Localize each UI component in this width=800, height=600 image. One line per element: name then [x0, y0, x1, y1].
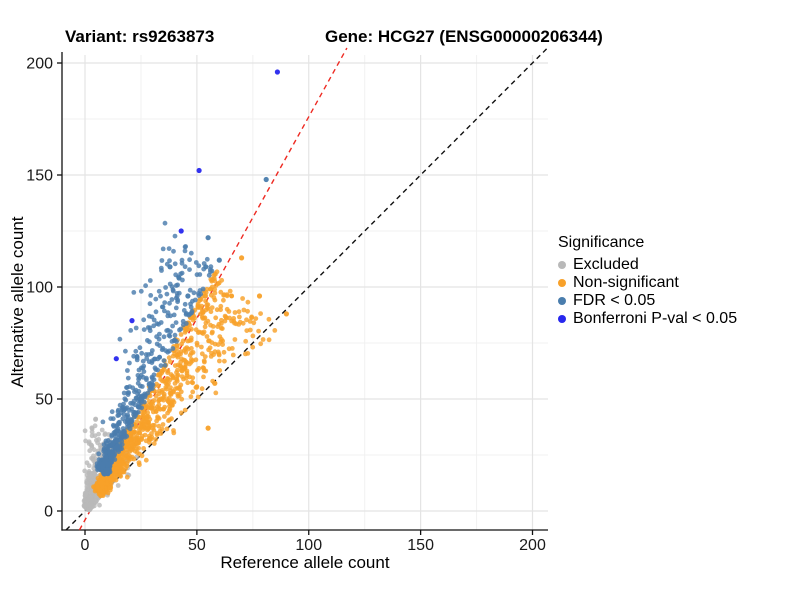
y-tick-label-3: 150 [26, 168, 53, 185]
legend-label-fdr-0-05: FDR < 0.05 [573, 292, 656, 309]
ref-line-0 [65, 47, 548, 531]
y-tick-label-2: 100 [26, 280, 53, 297]
x-tick-label-3: 150 [407, 537, 434, 554]
legend-dot-fdr-0-05 [558, 296, 566, 305]
x-axis-label: Reference allele count [220, 553, 390, 572]
y-tick-label-1: 50 [35, 392, 53, 409]
legend-item-excluded: Excluded [558, 256, 737, 273]
x-tick-label-2: 100 [295, 537, 322, 554]
legend-item-bonferroni-p-val-0-05: Bonferroni P-val < 0.05 [558, 310, 737, 327]
tick-labels: 0 50 100 150 200 0 50 100 150 200 [26, 56, 546, 555]
legend-items: Excluded Non-significant FDR < 0.05 Bonferr… [558, 256, 737, 327]
y-axis-label: Alternative allele count [8, 216, 27, 388]
legend-label-non-significant: Non-significant [573, 274, 679, 291]
series-bonferroni-p-val-0-05 [113, 69, 280, 362]
legend: Significance Excluded Non-significant FDR … [558, 234, 737, 328]
legend-item-fdr-0-05: FDR < 0.05 [558, 292, 737, 309]
legend-dot-non-significant [558, 278, 566, 287]
variant-title: Variant: rs9263873 [65, 27, 215, 46]
series-fdr-0-05 [94, 176, 269, 477]
x-tick-label-4: 200 [519, 537, 546, 554]
gene-title: Gene: HCG27 (ENSG00000206344) [325, 27, 603, 46]
x-tick-label-0: 0 [81, 537, 90, 554]
legend-item-non-significant: Non-significant [558, 274, 737, 291]
axis-ticks [57, 62, 534, 535]
x-tick-label-1: 50 [188, 537, 206, 554]
y-tick-label-4: 200 [26, 56, 53, 73]
axis-lines [61, 52, 548, 531]
legend-label-bonferroni-p-val-0-05: Bonferroni P-val < 0.05 [573, 310, 738, 327]
legend-label-excluded: Excluded [573, 256, 639, 273]
y-tick-label-0: 0 [44, 504, 53, 521]
legend-dot-excluded [558, 260, 566, 269]
points-layer [81, 69, 289, 513]
legend-title: Significance [558, 234, 645, 251]
legend-dot-bonferroni-p-val-0-05 [558, 314, 566, 323]
